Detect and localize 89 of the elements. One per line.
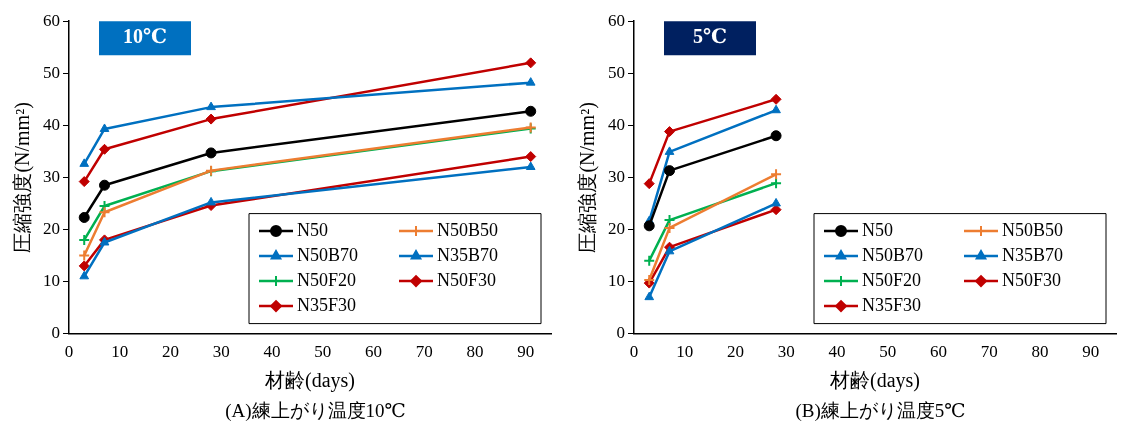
x-tick-label: 20 [161,342,179,362]
legend-label: N50F20 [297,269,357,290]
point [770,177,783,190]
y-tick-label: 20 [608,218,625,238]
x-tick-label: 70 [415,342,433,362]
x-tick-label: 70 [980,342,998,362]
x-tick-label: 50 [314,342,332,362]
legend-label: N50F30 [437,269,497,290]
x-tick-label: 50 [879,342,897,362]
legend-label: N50F30 [1002,269,1062,290]
legend-label: N50B50 [437,219,499,240]
x-tick-label: 40 [263,342,281,362]
point [78,260,90,272]
point [770,93,782,105]
point [525,77,536,86]
point [664,165,676,177]
legend-label: N50 [862,219,893,240]
point [643,178,655,190]
x-tick-label: 90 [1082,342,1100,362]
point [664,245,675,255]
legend-label: N50B50 [1002,219,1064,240]
y-tick-label: 30 [43,166,60,186]
x-tick-label: 0 [64,342,74,362]
point [644,291,655,301]
x-axis-title: 材齢(days) [264,369,355,393]
y-axis-title: 圧縮強度(N/mm²) [11,102,35,253]
point [770,168,783,181]
x-tick-label: 60 [929,342,947,362]
point [525,57,537,69]
y-tick-label: 50 [608,62,625,82]
y-tick-label: 40 [43,114,60,134]
point [78,249,91,262]
point [206,196,216,206]
x-tick-label: 0 [629,342,639,362]
point [98,206,111,219]
x-tick-label: 90 [517,342,535,362]
y-tick-label: 10 [43,271,60,290]
x-tick-label: 40 [828,342,846,362]
point [771,197,781,207]
text: (A)練上がり温度10℃ [224,399,407,423]
point [525,161,536,170]
point [643,220,655,232]
point [205,147,217,159]
x-tick-label: 10 [111,342,129,362]
legend-label: N35F30 [862,294,922,315]
y-tick-label: 40 [608,114,625,134]
legend-label: N50F20 [862,269,922,290]
point [664,146,675,155]
point [99,123,110,132]
y-tick-label: 60 [608,10,625,30]
y-tick-label: 50 [43,62,60,82]
point [99,179,111,191]
point [79,270,90,280]
x-tick-label: 30 [777,342,795,362]
y-axis-title: 圧縮強度(N/mm²) [576,102,600,253]
point [78,211,90,223]
chart-title: 5℃ [693,25,727,48]
point [206,101,216,111]
x-tick-label: 20 [726,342,744,362]
x-tick-label: 60 [364,342,382,362]
y-tick-label: 60 [43,10,60,30]
y-tick-label: 20 [43,218,60,238]
point [99,143,111,155]
x-tick-label: 80 [466,342,484,362]
chart-title: 10℃ [123,25,167,48]
x-tick-label: 80 [1031,342,1049,362]
point [525,151,537,163]
point [79,158,90,167]
point [205,113,217,125]
legend-label: N35F30 [297,294,357,315]
legend-label: N50B70 [297,244,359,265]
point [643,254,656,267]
point [664,126,676,138]
x-axis-title: 材齢(days) [829,369,920,393]
y-tick-label: 10 [608,271,625,290]
x-tick-label: 30 [212,342,230,362]
legend-label: N50 [297,219,328,240]
legend-label: N35B70 [1002,244,1064,265]
legend-label: N50B70 [862,244,924,265]
point [770,130,782,142]
y-tick-label: 30 [608,166,625,186]
x-tick-label: 10 [676,342,694,362]
y-tick-label: 0 [51,323,60,343]
text: (B)練上がり温度5℃ [794,399,967,423]
legend-label: N35B70 [437,244,499,265]
y-tick-label: 0 [616,323,625,343]
point [78,176,90,188]
point [771,104,781,114]
point [525,105,537,117]
